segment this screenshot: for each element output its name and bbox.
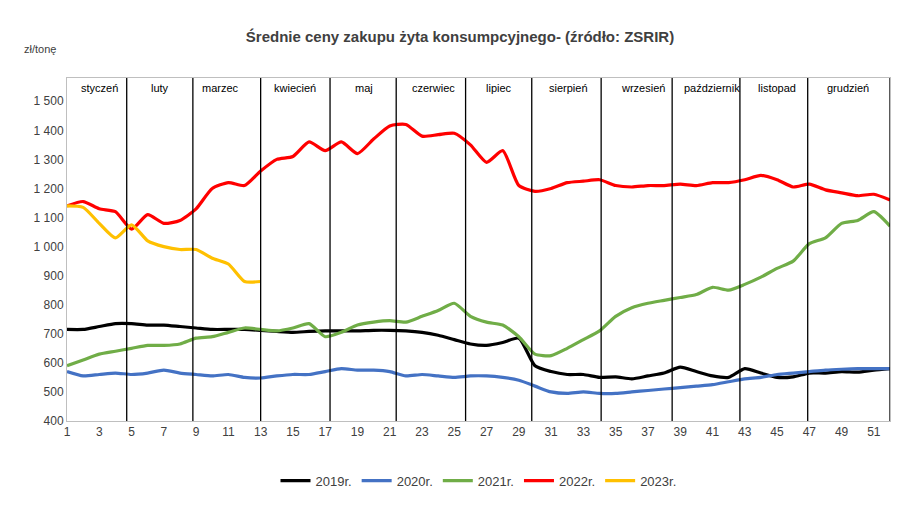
svg-text:7: 7 [160,425,167,439]
svg-text:2021r.: 2021r. [478,474,514,489]
svg-text:sierpień: sierpień [549,82,588,94]
svg-text:45: 45 [770,425,784,439]
svg-text:15: 15 [286,425,300,439]
svg-text:13: 13 [254,425,268,439]
svg-text:2023r.: 2023r. [640,474,676,489]
svg-text:900: 900 [44,269,64,283]
svg-text:35: 35 [609,425,623,439]
svg-text:700: 700 [44,327,64,341]
svg-text:październik: październik [684,82,740,94]
svg-text:31: 31 [544,425,558,439]
svg-text:1 200: 1 200 [34,182,64,196]
svg-text:47: 47 [803,425,817,439]
svg-text:5: 5 [128,425,135,439]
svg-text:3: 3 [96,425,103,439]
svg-text:21: 21 [383,425,397,439]
svg-text:9: 9 [193,425,200,439]
svg-text:25: 25 [448,425,462,439]
svg-text:51: 51 [867,425,881,439]
svg-text:49: 49 [835,425,849,439]
svg-text:wrzesień: wrzesień [621,82,665,94]
svg-text:kwiecień: kwiecień [274,82,316,94]
svg-text:19: 19 [351,425,365,439]
svg-text:luty: luty [151,82,169,94]
svg-text:lipiec: lipiec [486,82,512,94]
svg-text:800: 800 [44,298,64,312]
svg-text:29: 29 [512,425,526,439]
svg-text:27: 27 [480,425,494,439]
svg-text:1 000: 1 000 [34,240,64,254]
svg-text:1 400: 1 400 [34,124,64,138]
svg-text:2022r.: 2022r. [559,474,595,489]
svg-text:23: 23 [415,425,429,439]
svg-text:600: 600 [44,356,64,370]
svg-text:2019r.: 2019r. [316,474,352,489]
svg-text:33: 33 [577,425,591,439]
svg-text:37: 37 [641,425,655,439]
svg-text:zł/tonę: zł/tonę [24,43,56,55]
svg-text:listopad: listopad [758,82,796,94]
svg-text:styczeń: styczeń [81,82,118,94]
svg-text:500: 500 [44,385,64,399]
svg-text:41: 41 [706,425,720,439]
svg-text:39: 39 [674,425,688,439]
svg-text:2020r.: 2020r. [397,474,433,489]
svg-text:11: 11 [222,425,235,439]
svg-text:marzec: marzec [202,82,239,94]
svg-text:czerwiec: czerwiec [412,82,455,94]
svg-text:1: 1 [64,425,71,439]
svg-text:17: 17 [319,425,333,439]
svg-text:grudzień: grudzień [827,82,869,94]
svg-text:maj: maj [355,82,373,94]
svg-text:Średnie ceny zakupu żyta konsu: Średnie ceny zakupu żyta konsumpcyjnego-… [246,28,674,45]
svg-text:43: 43 [738,425,752,439]
svg-text:1 300: 1 300 [34,153,64,167]
svg-text:400: 400 [44,414,64,428]
svg-text:1 500: 1 500 [34,94,64,108]
svg-text:1 100: 1 100 [34,211,64,225]
